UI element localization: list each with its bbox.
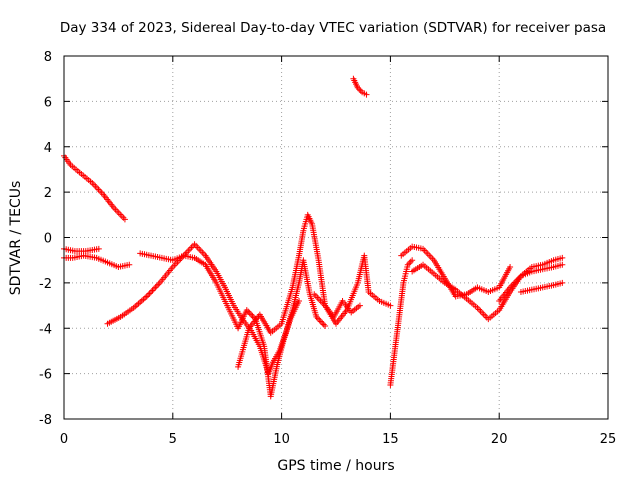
series-arc-b: [61, 252, 133, 270]
grid-lines: [64, 56, 608, 419]
data-point: [387, 302, 394, 309]
data-point: [146, 290, 153, 297]
y-tick-label: 8: [44, 50, 52, 65]
data-point: [121, 216, 128, 223]
series-arc-j: [398, 243, 514, 300]
data-point: [248, 311, 255, 318]
data-point: [126, 261, 133, 268]
data-point: [357, 87, 364, 94]
data-point: [145, 291, 152, 298]
data-point: [507, 263, 514, 270]
data-point: [559, 261, 566, 268]
data-point: [319, 319, 326, 326]
data-point: [407, 258, 414, 265]
series-arc-a: [61, 152, 128, 223]
chart-title: Day 334 of 2023, Sidereal Day-to-day VTE…: [60, 20, 606, 36]
x-axis-label: GPS time / hours: [277, 458, 394, 474]
y-tick-label: 2: [44, 186, 52, 201]
data-point: [152, 284, 159, 291]
y-tick-label: -4: [39, 322, 52, 337]
series-arc-l: [517, 279, 566, 295]
data-point: [320, 321, 327, 328]
series-arc-k: [409, 254, 566, 323]
series-arc-m: [496, 261, 566, 305]
data-point: [363, 91, 370, 98]
data-point: [296, 298, 303, 305]
data-point: [317, 318, 324, 325]
data-point: [95, 245, 102, 252]
data-point: [148, 288, 155, 295]
y-axis-label: SDTVAR / TECUs: [8, 181, 24, 296]
y-tick-label: 6: [44, 95, 52, 110]
data-point: [155, 281, 162, 288]
series-arc-c: [61, 245, 102, 255]
series-arc-e: [137, 250, 303, 400]
x-tick-label: 10: [273, 432, 290, 447]
data-point: [150, 285, 157, 292]
x-tick-label: 15: [382, 432, 399, 447]
x-tick-label: 5: [169, 432, 177, 447]
data-point: [356, 302, 363, 309]
data-point: [246, 310, 253, 317]
data-point: [409, 257, 416, 264]
y-tick-label: 4: [44, 141, 52, 156]
y-tick-label: 0: [44, 232, 52, 247]
axis-ticks: 0 5 10 15 20 25 -8 -6 -4 -2 0 2 4 6 8: [39, 50, 616, 447]
data-point: [153, 282, 160, 289]
series-arc-i: [387, 257, 416, 388]
x-tick-label: 20: [491, 432, 508, 447]
data-point: [559, 279, 566, 286]
data-point: [322, 322, 329, 329]
data-point: [149, 287, 156, 294]
data-point: [559, 254, 566, 261]
series-arc-g: [311, 252, 394, 327]
y-tick-label: -6: [39, 368, 52, 383]
series-arc-h: [350, 75, 370, 98]
y-tick-label: -2: [39, 277, 52, 292]
x-tick-label: 0: [60, 432, 68, 447]
data-marks: [61, 75, 566, 400]
data-point: [316, 316, 323, 323]
x-tick-label: 25: [600, 432, 617, 447]
y-tick-label: -8: [39, 413, 52, 428]
